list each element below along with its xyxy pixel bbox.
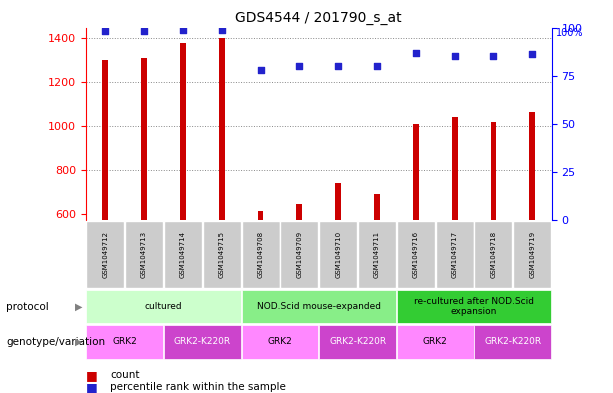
Text: GSM1049710: GSM1049710 [335, 231, 341, 278]
Text: 100%: 100% [557, 28, 584, 37]
Text: re-cultured after NOD.Scid
expansion: re-cultured after NOD.Scid expansion [414, 297, 534, 316]
Point [333, 63, 343, 69]
Bar [474, 325, 551, 358]
Text: ■: ■ [86, 369, 97, 382]
Bar [436, 221, 474, 288]
Bar [257, 211, 264, 220]
Text: ■: ■ [86, 380, 97, 393]
Bar [474, 221, 512, 288]
Bar [335, 183, 341, 220]
Bar [319, 221, 357, 288]
Text: GSM1049711: GSM1049711 [374, 231, 380, 278]
Text: NOD.Scid mouse-expanded: NOD.Scid mouse-expanded [257, 302, 381, 311]
Text: genotype/variation: genotype/variation [6, 337, 105, 347]
Bar [242, 221, 280, 288]
Bar [358, 221, 396, 288]
Text: GRK2-K220R: GRK2-K220R [173, 338, 231, 346]
Bar [413, 124, 419, 220]
Text: GSM1049717: GSM1049717 [452, 231, 458, 278]
Text: GSM1049708: GSM1049708 [257, 231, 264, 278]
Bar [280, 221, 318, 288]
Bar [141, 58, 147, 220]
Bar [397, 325, 474, 358]
Bar [374, 194, 380, 220]
Bar [397, 221, 435, 288]
Text: GRK2-K220R: GRK2-K220R [329, 338, 386, 346]
Point [101, 28, 110, 35]
Text: GSM1049709: GSM1049709 [296, 231, 302, 278]
Point [294, 63, 304, 69]
Point [256, 67, 265, 73]
Text: GSM1049718: GSM1049718 [490, 231, 497, 278]
Text: GSM1049719: GSM1049719 [529, 231, 535, 278]
Point [372, 63, 382, 69]
Bar [203, 221, 241, 288]
Title: GDS4544 / 201790_s_at: GDS4544 / 201790_s_at [235, 11, 402, 25]
Bar [164, 221, 202, 288]
Text: GSM1049712: GSM1049712 [102, 231, 109, 278]
Text: count: count [110, 370, 140, 380]
Bar [86, 290, 241, 323]
Bar [513, 221, 551, 288]
Point [217, 27, 227, 33]
Text: GRK2: GRK2 [423, 338, 447, 346]
Text: ▶: ▶ [75, 337, 83, 347]
Text: GSM1049716: GSM1049716 [413, 231, 419, 278]
Point [139, 28, 149, 35]
Text: GSM1049715: GSM1049715 [219, 231, 225, 278]
Point [411, 50, 421, 56]
Bar [319, 325, 396, 358]
Bar [297, 204, 302, 220]
Point [450, 53, 460, 59]
Bar [219, 39, 224, 220]
Bar [125, 221, 163, 288]
Text: cultured: cultured [145, 302, 182, 311]
Text: GRK2: GRK2 [267, 338, 292, 346]
Text: ▶: ▶ [75, 301, 83, 312]
Bar [86, 221, 124, 288]
Bar [180, 43, 186, 220]
Bar [102, 61, 108, 220]
Bar [530, 112, 535, 220]
Bar [86, 325, 163, 358]
Text: GSM1049713: GSM1049713 [141, 231, 147, 278]
Text: protocol: protocol [6, 301, 49, 312]
Text: GRK2-K220R: GRK2-K220R [484, 338, 541, 346]
Point [178, 27, 188, 33]
Bar [164, 325, 241, 358]
Bar [397, 290, 551, 323]
Text: GSM1049714: GSM1049714 [180, 231, 186, 278]
Text: percentile rank within the sample: percentile rank within the sample [110, 382, 286, 392]
Bar [242, 325, 318, 358]
Point [527, 51, 537, 58]
Text: GRK2: GRK2 [112, 338, 137, 346]
Bar [490, 121, 497, 220]
Bar [242, 290, 396, 323]
Bar [452, 117, 457, 220]
Point [489, 53, 498, 59]
